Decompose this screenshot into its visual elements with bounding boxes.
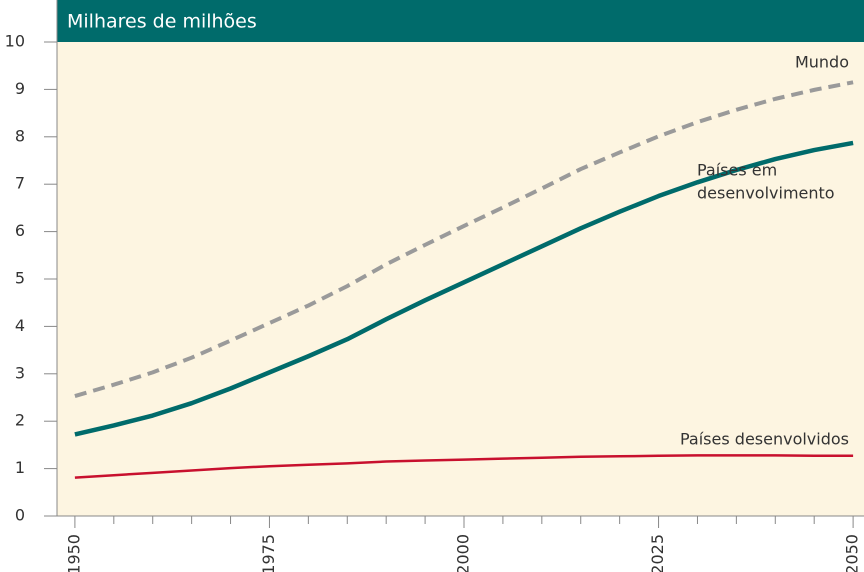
chart-title: Milhares de milhões — [67, 11, 257, 33]
series-label: desenvolvimento — [697, 184, 835, 203]
y-tick-label: 10 — [5, 32, 25, 51]
x-tick-label: 2025 — [648, 534, 667, 572]
series-label: Países em — [697, 161, 777, 180]
y-tick-label: 7 — [15, 174, 25, 193]
series-label: Países desenvolvidos — [680, 430, 849, 449]
y-tick-label: 3 — [15, 363, 25, 382]
y-tick-label: 2 — [15, 411, 25, 430]
y-tick-label: 5 — [15, 269, 25, 288]
x-tick-label: 1975 — [259, 534, 278, 572]
series-line — [74, 454, 854, 479]
series-line — [74, 80, 854, 398]
y-tick-label: 8 — [15, 126, 25, 145]
x-tick-label: 2050 — [843, 534, 862, 572]
y-tick-label: 1 — [15, 458, 25, 477]
y-tick-label: 0 — [15, 506, 25, 525]
plot-background — [57, 42, 864, 516]
title-bar — [57, 0, 864, 42]
series-line — [74, 140, 854, 437]
x-tick-label: 2000 — [454, 534, 473, 572]
x-tick-label: 1950 — [64, 534, 83, 572]
y-tick-label: 6 — [15, 221, 25, 240]
series-label: Mundo — [795, 53, 849, 72]
y-tick-label: 4 — [15, 316, 25, 335]
y-tick-label: 9 — [15, 79, 25, 98]
